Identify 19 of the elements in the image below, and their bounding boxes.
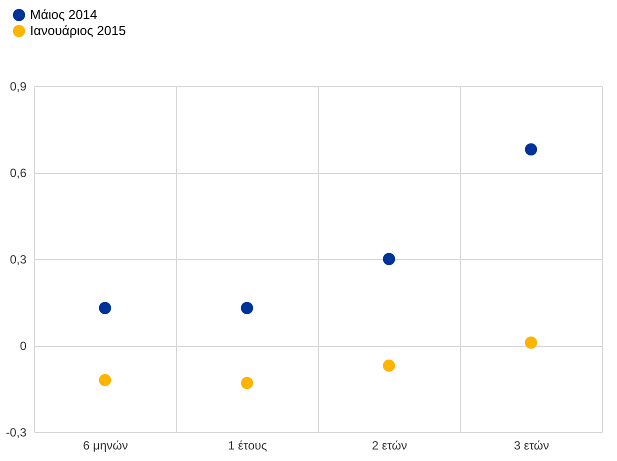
point xyxy=(98,302,112,314)
point xyxy=(524,143,538,156)
y-tick-label: 0 xyxy=(20,339,27,353)
point xyxy=(382,360,396,372)
point xyxy=(240,376,254,390)
point xyxy=(98,374,112,386)
legend-label: Ιανουάριος 2015 xyxy=(30,23,126,38)
x-tick-label: 1 έτους xyxy=(228,438,268,452)
legend-label: Μάιος 2014 xyxy=(30,7,98,22)
x-tick-label: 6 μηνών xyxy=(83,438,128,452)
x-tick-label: 2 ετών xyxy=(372,438,408,452)
point xyxy=(524,336,538,349)
y-tick-label: 0,9 xyxy=(10,80,27,94)
point xyxy=(382,252,396,266)
y-tick-label: 0,6 xyxy=(10,166,27,180)
x-tick-label: 3 ετών xyxy=(514,438,550,452)
y-tick-label: -0,3 xyxy=(6,426,27,440)
point xyxy=(240,302,254,314)
y-tick-label: 0,3 xyxy=(10,252,27,266)
